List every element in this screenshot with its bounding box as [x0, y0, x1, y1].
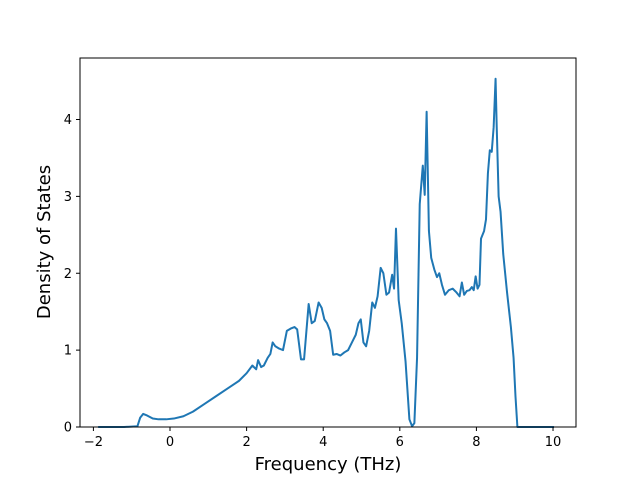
x-tick-label: 8	[472, 435, 480, 450]
y-tick-label: 2	[64, 267, 72, 282]
y-tick-label: 4	[64, 113, 72, 128]
axes-frame	[79, 57, 577, 428]
x-tick-label: 10	[545, 435, 562, 450]
x-tick-label: −2	[84, 435, 103, 450]
y-tick-label: 0	[64, 421, 72, 436]
plot-area: −2 0 2 4 6 8 10 0 1 2 3 4	[64, 57, 577, 450]
y-axis-label: Density of States	[34, 165, 55, 319]
y-tick-label: 1	[64, 344, 72, 359]
x-tick-label: 0	[166, 435, 174, 450]
x-axis-label: Frequency (THz)	[255, 454, 402, 475]
dos-series-line-0	[98, 77, 555, 428]
x-tick-label: 2	[242, 435, 250, 450]
y-tick-label: 3	[64, 190, 72, 205]
x-tick-label: 6	[396, 435, 404, 450]
x-tick-label: 4	[319, 435, 327, 450]
